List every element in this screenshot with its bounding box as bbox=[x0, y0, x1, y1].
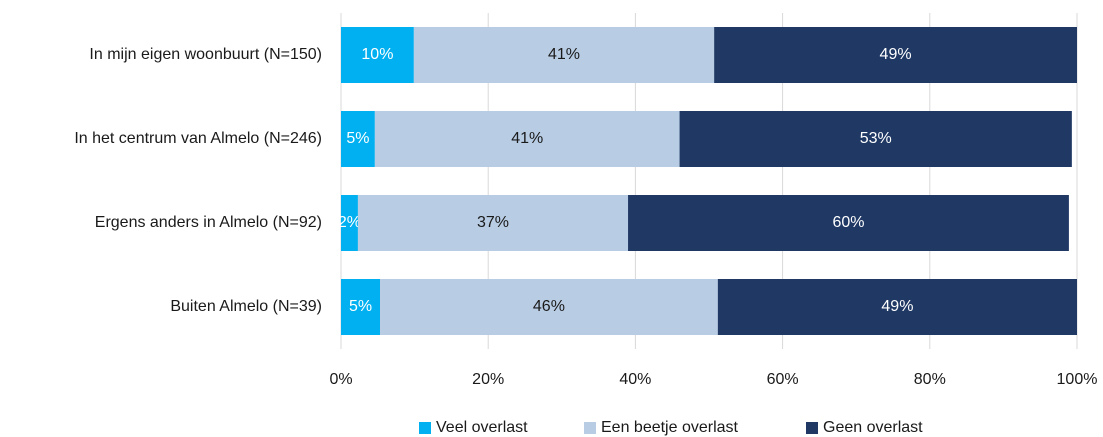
legend-label: Veel overlast bbox=[436, 419, 528, 436]
data-label: 49% bbox=[881, 298, 913, 315]
bar-segment bbox=[628, 195, 1069, 251]
data-label: 53% bbox=[860, 130, 892, 147]
bar-segment bbox=[717, 279, 1077, 335]
legend-swatch bbox=[584, 422, 596, 434]
data-label: 5% bbox=[346, 130, 369, 147]
bar-segment bbox=[341, 279, 381, 335]
bar-segment bbox=[413, 27, 715, 83]
data-label: 46% bbox=[533, 298, 565, 315]
bar-segment bbox=[357, 195, 629, 251]
bar-segment bbox=[341, 27, 414, 83]
legend-label: Geen overlast bbox=[823, 419, 923, 436]
data-label: 10% bbox=[361, 46, 393, 63]
x-tick-label: 60% bbox=[767, 371, 799, 388]
x-tick-label: 80% bbox=[914, 371, 946, 388]
bar-segment bbox=[374, 111, 680, 167]
bar-segment bbox=[341, 195, 358, 251]
x-tick-label: 40% bbox=[619, 371, 651, 388]
legend-swatch bbox=[419, 422, 431, 434]
data-label: 41% bbox=[511, 130, 543, 147]
y-tick-label: In het centrum van Almelo (N=246) bbox=[74, 130, 322, 147]
legend-label: Een beetje overlast bbox=[601, 419, 739, 436]
y-tick-label: Ergens anders in Almelo (N=92) bbox=[95, 214, 322, 231]
x-tick-label: 100% bbox=[1057, 371, 1098, 388]
bar-segment bbox=[341, 111, 375, 167]
data-label: 2% bbox=[338, 214, 361, 231]
bar-segment bbox=[714, 27, 1077, 83]
bar-segment bbox=[380, 279, 718, 335]
x-tick-label: 0% bbox=[329, 371, 352, 388]
bar-segment bbox=[679, 111, 1072, 167]
data-label: 60% bbox=[832, 214, 864, 231]
data-label: 37% bbox=[477, 214, 509, 231]
y-tick-label: Buiten Almelo (N=39) bbox=[170, 298, 322, 315]
data-label: 5% bbox=[349, 298, 372, 315]
data-label: 49% bbox=[880, 46, 912, 63]
legend-swatch bbox=[806, 422, 818, 434]
y-tick-label: In mijn eigen woonbuurt (N=150) bbox=[89, 46, 322, 63]
data-label: 41% bbox=[548, 46, 580, 63]
x-tick-label: 20% bbox=[472, 371, 504, 388]
